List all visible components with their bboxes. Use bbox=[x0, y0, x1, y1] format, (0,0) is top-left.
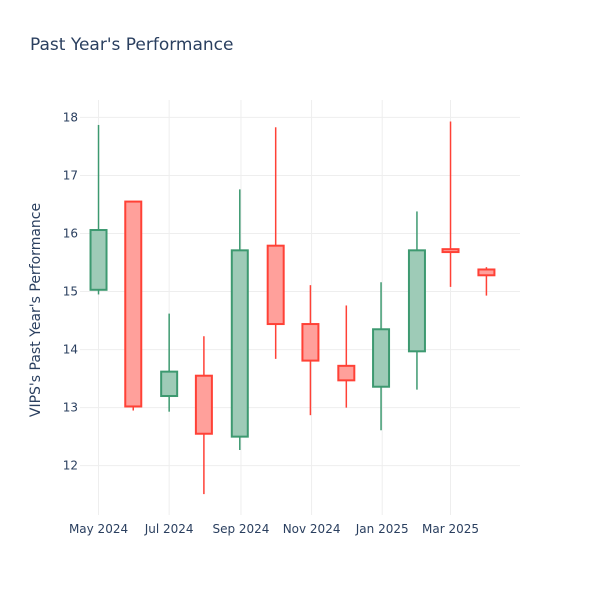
candle-body bbox=[160, 370, 179, 398]
candle-body bbox=[337, 364, 356, 382]
candle-body bbox=[124, 200, 143, 408]
candle-body bbox=[372, 328, 391, 388]
candles bbox=[89, 121, 496, 495]
candle-body bbox=[477, 268, 496, 277]
candle-body bbox=[407, 249, 426, 353]
x-tick-label: Jan 2025 bbox=[355, 522, 409, 536]
tick-labels: 12 13 14 15 16 17 18 May 2024 Jul 2024 Sep 2024 No… bbox=[63, 110, 479, 536]
x-tick-label: Nov 2024 bbox=[283, 522, 341, 536]
y-axis-label: VIPS's Past Year's Performance bbox=[28, 203, 44, 417]
candle-decreasing bbox=[441, 121, 460, 287]
candle-body bbox=[301, 323, 320, 362]
candle-decreasing bbox=[301, 285, 320, 416]
candle-decreasing bbox=[337, 305, 356, 408]
candle-body bbox=[194, 374, 213, 435]
candle-body bbox=[266, 244, 285, 326]
y-tick-label: 18 bbox=[63, 110, 78, 124]
grid bbox=[80, 100, 520, 515]
y-tick-label: 15 bbox=[63, 285, 78, 299]
candle-body bbox=[441, 248, 460, 254]
y-tick-label: 14 bbox=[63, 343, 78, 357]
candle-body bbox=[89, 229, 108, 291]
candle-decreasing bbox=[477, 267, 496, 296]
y-tick-label: 16 bbox=[63, 226, 78, 240]
candle-increasing bbox=[372, 282, 391, 431]
x-tick-label: Mar 2025 bbox=[422, 522, 479, 536]
candle-increasing bbox=[230, 189, 249, 450]
candle-decreasing bbox=[124, 200, 143, 411]
x-tick-label: Sep 2024 bbox=[212, 522, 269, 536]
candle-decreasing bbox=[266, 127, 285, 359]
candle-decreasing bbox=[194, 336, 213, 495]
candle-body bbox=[230, 249, 249, 438]
candle-increasing bbox=[89, 124, 108, 295]
y-tick-label: 17 bbox=[63, 168, 78, 182]
candle-increasing bbox=[407, 211, 426, 390]
y-tick-label: 12 bbox=[63, 459, 78, 473]
chart-title: Past Year's Performance bbox=[30, 35, 234, 55]
candle-increasing bbox=[160, 313, 179, 412]
x-tick-label: May 2024 bbox=[69, 522, 128, 536]
y-tick-label: 13 bbox=[63, 401, 78, 415]
x-tick-label: Jul 2024 bbox=[144, 522, 194, 536]
